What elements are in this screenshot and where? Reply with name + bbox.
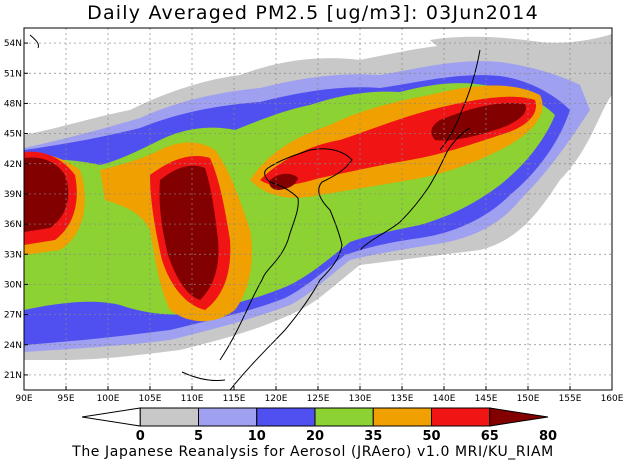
colorbar-segment	[372, 407, 432, 427]
credit-line: The Japanese Reanalysis for Aerosol (JRA…	[72, 444, 554, 460]
colorbar-segment	[198, 407, 258, 427]
colorbar-label: 20	[306, 429, 324, 444]
lon-tick-label: 140E	[433, 394, 456, 404]
colorbar-segment	[256, 407, 316, 427]
colorbar-label: 0	[136, 429, 145, 444]
concentration-field	[24, 34, 612, 360]
lat-tick-label: 51N	[4, 69, 22, 79]
lat-tick-label: 21N	[4, 371, 22, 381]
contour-darkred-west	[24, 157, 69, 232]
colorbar-segment	[489, 407, 549, 427]
axis-ticks: 90E 95E 100E 105E 110E 115E 120E 125E 130E 135E 14…	[4, 39, 624, 404]
colorbar-segment	[139, 407, 199, 427]
lat-tick-label: 54N	[4, 39, 22, 49]
lon-tick-label: 110E	[181, 394, 204, 404]
lat-tick-label: 48N	[4, 99, 22, 109]
lat-tick-label: 39N	[4, 190, 22, 200]
lon-tick-label: 135E	[391, 394, 414, 404]
colorbar-label: 5	[194, 429, 203, 444]
lat-tick-label: 30N	[4, 280, 22, 290]
lon-tick-label: 95E	[57, 394, 74, 404]
lon-tick-label: 105E	[139, 394, 162, 404]
lon-tick-label: 160E	[601, 394, 624, 404]
colorbar-segment	[431, 407, 491, 427]
colorbar-segment	[81, 407, 141, 427]
lon-tick-label: 100E	[97, 394, 120, 404]
lat-tick-label: 45N	[4, 130, 22, 140]
lat-tick-label: 24N	[4, 341, 22, 351]
lon-tick-label: 115E	[223, 394, 246, 404]
lat-tick-label: 36N	[4, 220, 22, 230]
lon-tick-label: 155E	[559, 394, 582, 404]
lon-tick-label: 90E	[15, 394, 32, 404]
colorbar-label: 35	[364, 429, 382, 444]
lon-tick-label: 120E	[265, 394, 288, 404]
contour-darkred-spot	[269, 173, 298, 190]
graticule	[24, 28, 612, 390]
coastlines	[29, 34, 481, 390]
lon-tick-label: 125E	[307, 394, 330, 404]
lat-tick-label: 33N	[4, 250, 22, 260]
map-title: Daily Averaged PM2.5 [ug/m3]: 03Jun2014	[87, 2, 539, 24]
lon-tick-label: 130E	[349, 394, 372, 404]
colorbar-label: 10	[248, 429, 266, 444]
contour-darkred-east	[431, 102, 526, 141]
contour-darkred-central	[159, 165, 219, 300]
colorbar-label: 65	[481, 429, 499, 444]
lon-tick-label: 145E	[475, 394, 498, 404]
colorbar-label: 80	[539, 429, 557, 444]
lon-tick-label: 150E	[517, 394, 540, 404]
colorbar-segment	[314, 407, 374, 427]
colorbar: 0 5 10 20 35 50 65 80	[81, 407, 557, 444]
colorbar-label: 50	[422, 429, 440, 444]
lat-tick-label: 27N	[4, 311, 22, 321]
lat-tick-label: 42N	[4, 160, 22, 170]
